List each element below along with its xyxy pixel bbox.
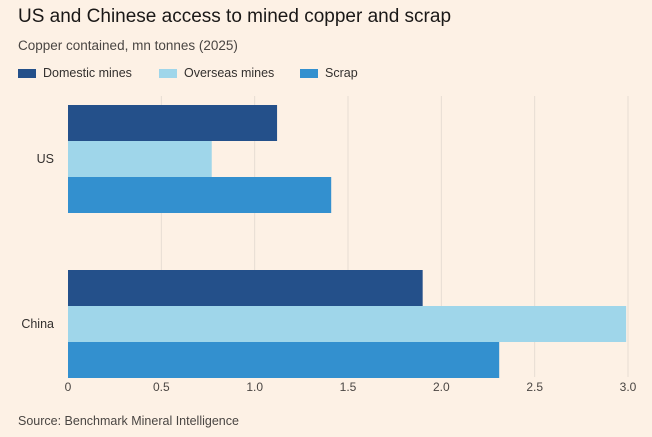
- x-tick-label: 1.5: [340, 380, 357, 394]
- legend-label-domestic-mines: Domestic mines: [43, 66, 132, 80]
- legend-swatch-scrap: [300, 68, 318, 78]
- x-tick-label: 0: [65, 380, 72, 394]
- bar-china-domestic-mines: [68, 270, 423, 306]
- category-label-china: China: [21, 317, 54, 331]
- category-label-us: US: [37, 152, 54, 166]
- x-tick-label: 2.0: [433, 380, 450, 394]
- legend-swatch-domestic-mines: [18, 68, 36, 78]
- x-tick-label: 2.5: [526, 380, 543, 394]
- chart-subtitle: Copper contained, mn tonnes (2025): [18, 38, 238, 53]
- legend-label-overseas-mines: Overseas mines: [184, 66, 275, 80]
- legend-item-domestic-mines: Domestic mines: [18, 66, 132, 80]
- legend-item-overseas-mines: Overseas mines: [159, 66, 274, 80]
- chart-title: US and Chinese access to mined copper an…: [18, 6, 452, 27]
- legend-item-scrap: Scrap: [300, 66, 358, 80]
- bars: [68, 105, 627, 378]
- bar-us-domestic-mines: [68, 105, 278, 141]
- source-note: Source: Benchmark Mineral Intelligence: [18, 414, 239, 428]
- x-tick-label: 1.0: [246, 380, 263, 394]
- bar-us-scrap: [68, 177, 332, 213]
- legend-swatch-overseas-mines: [159, 68, 177, 78]
- category-labels: US China: [21, 152, 54, 331]
- legend-label-scrap: Scrap: [325, 66, 358, 80]
- bar-us-overseas-mines: [68, 141, 212, 177]
- bar-china-scrap: [68, 342, 500, 378]
- x-tick-label: 0.5: [153, 380, 170, 394]
- bar-china-overseas-mines: [68, 306, 627, 342]
- x-tick-label: 3.0: [620, 380, 637, 394]
- x-axis-ticks: 0 0.5 1.0 1.5 2.0 2.5 3.0: [65, 380, 637, 394]
